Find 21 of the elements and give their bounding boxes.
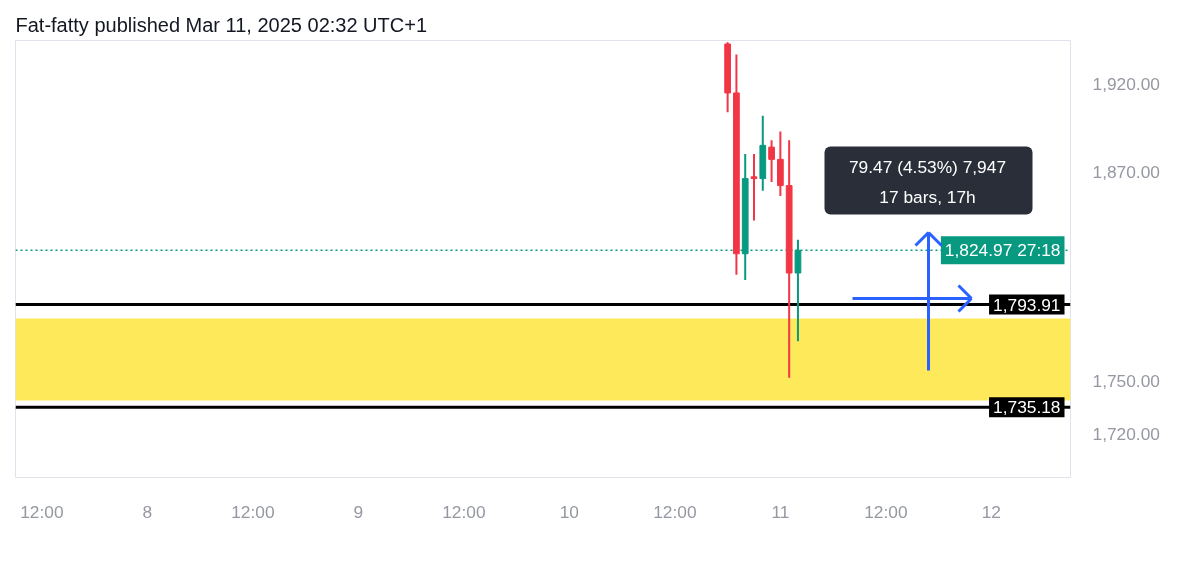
ref-line-label: 1,735.18 bbox=[993, 397, 1061, 418]
ref-line-label: 1,793.91 bbox=[993, 294, 1061, 315]
candlestick bbox=[750, 153, 758, 222]
x-tick-label: 12:00 bbox=[231, 501, 275, 522]
y-tick-label: 1,870.00 bbox=[1092, 161, 1160, 182]
x-tick-label: 8 bbox=[142, 501, 153, 522]
x-tick-label: 12:00 bbox=[864, 501, 908, 522]
y-tick-label: 1,920.00 bbox=[1092, 74, 1160, 95]
y-tick-label: 1,720.00 bbox=[1092, 423, 1160, 444]
ref-line-label: 1,824.97 27:18 bbox=[944, 240, 1061, 261]
x-tick-label: 11 bbox=[771, 501, 790, 522]
x-tick-label: 10 bbox=[559, 501, 580, 522]
x-tick-label: 12 bbox=[981, 501, 1002, 522]
annotation: 17 bars, 17h bbox=[879, 186, 976, 207]
x-tick-label: 9 bbox=[353, 501, 364, 522]
y-tick-label: 1,750.00 bbox=[1092, 371, 1160, 392]
annotation: 79.47 (4.53%) 7,947 bbox=[848, 156, 1007, 177]
x-tick-label: 12:00 bbox=[20, 501, 64, 522]
x-tick-label: 12:00 bbox=[442, 501, 486, 522]
chart-title: Fat-fatty published Mar 11, 2025 02:32 UTC+1 bbox=[15, 13, 428, 36]
x-tick-label: 12:00 bbox=[653, 501, 697, 522]
